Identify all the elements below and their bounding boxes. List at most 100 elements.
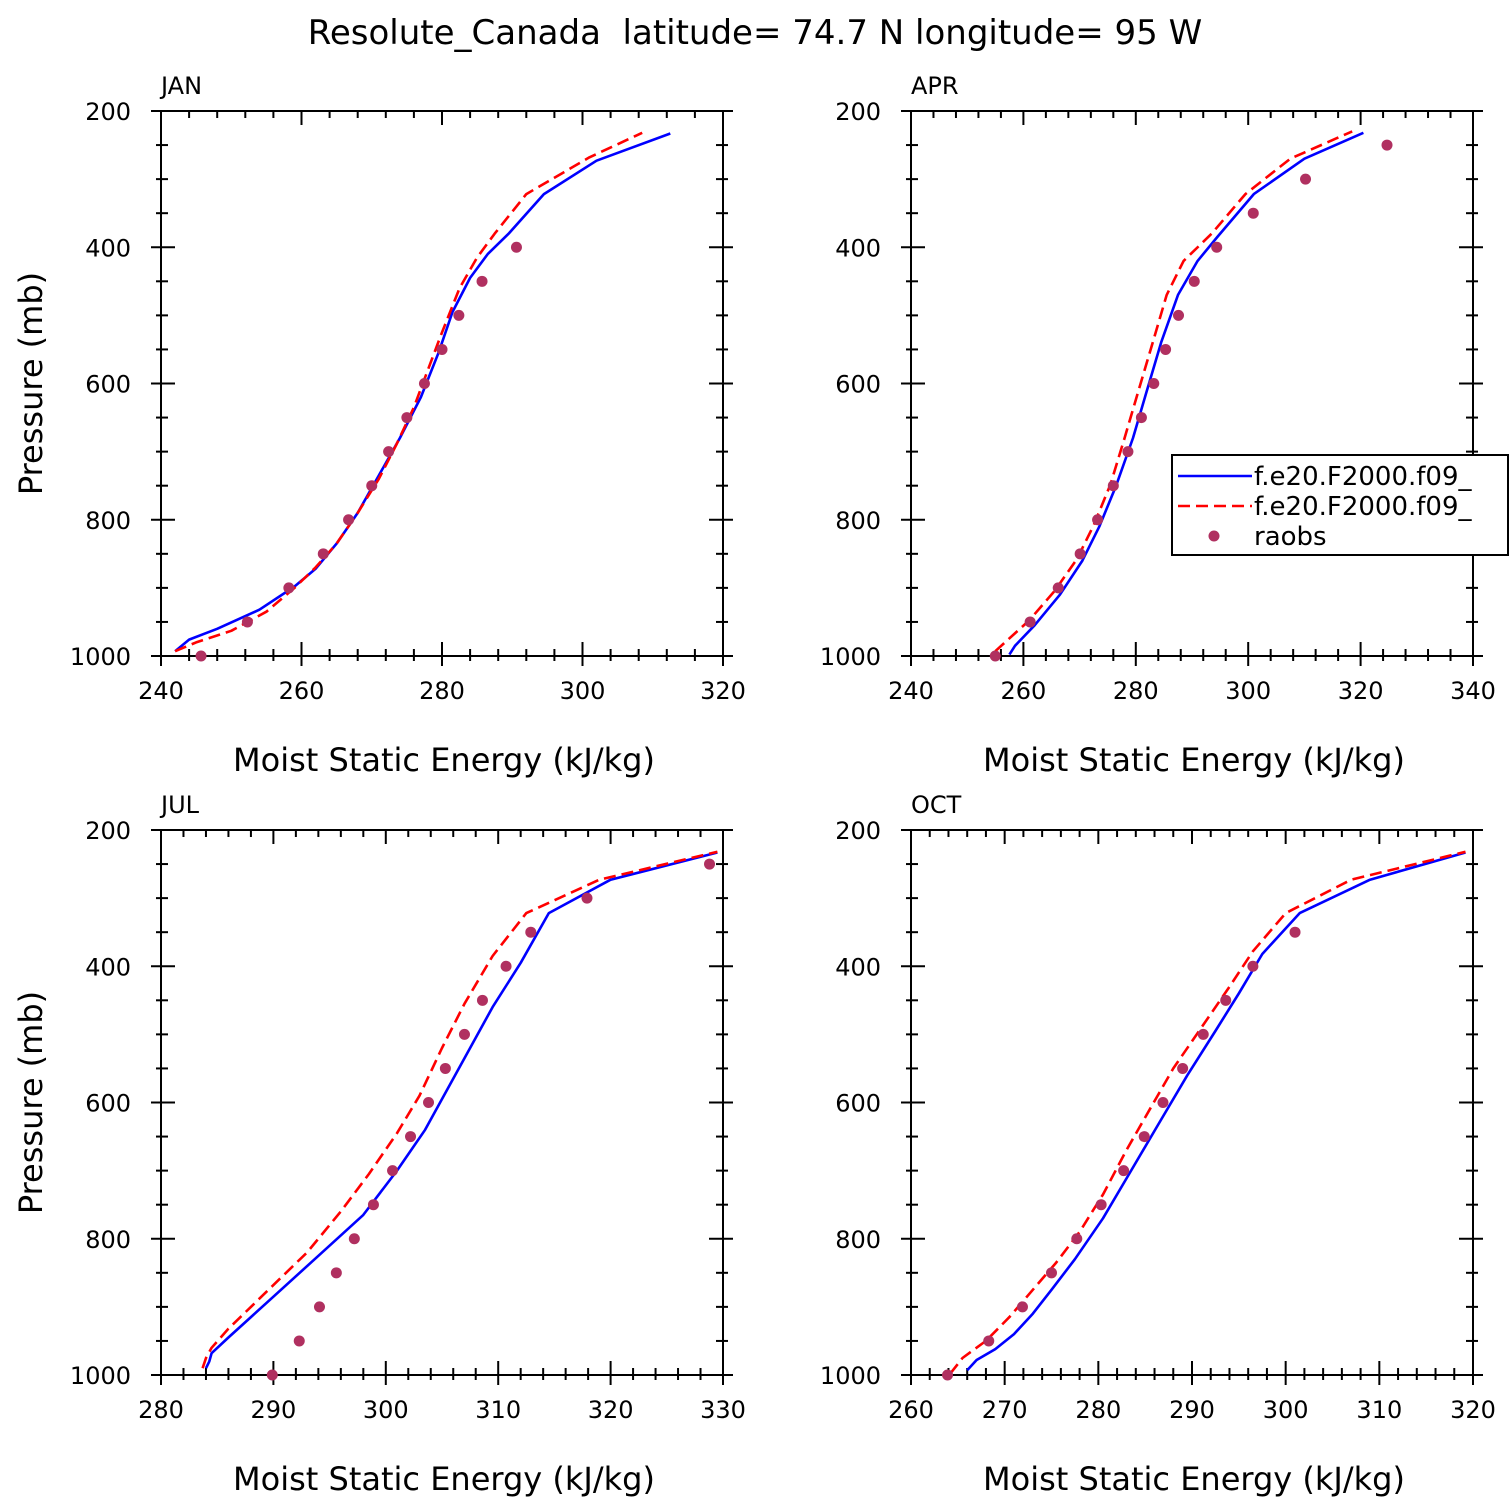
model-dashed-line (174, 131, 643, 653)
raobs-point (330, 1267, 342, 1279)
raobs-point (401, 412, 413, 424)
raobs-point (343, 514, 355, 526)
y-tick-label: 1000 (820, 643, 881, 671)
x-axis-title: Moist Static Energy (kJ/kg) (233, 741, 655, 779)
raobs-point (317, 548, 329, 560)
raobs-point (241, 616, 253, 628)
panel-title: OCT (911, 791, 962, 819)
x-tick-label: 280 (1075, 1396, 1121, 1424)
legend: f.e20.F2000.f09_f.e20.F2000.f09_raobs (1171, 454, 1509, 556)
raobs-point (1074, 548, 1086, 560)
y-tick-label: 1000 (70, 643, 131, 671)
x-tick-label: 320 (700, 677, 746, 705)
raobs-point (1211, 241, 1223, 253)
x-tick-label: 310 (1356, 1396, 1402, 1424)
raobs-point (1122, 446, 1134, 458)
y-tick-label: 800 (835, 1226, 881, 1254)
x-tick-label: 260 (888, 1396, 934, 1424)
raobs-point (1197, 1028, 1209, 1040)
panel-title: APR (911, 72, 959, 100)
y-tick-label: 200 (85, 817, 131, 845)
panel-jan: 240 260 280 300 320 200 400 600 800 1000 JAN Moist … (12, 72, 746, 779)
raobs-point (418, 378, 430, 389)
x-tick-label: 320 (588, 1396, 634, 1424)
x-tick-label: 240 (888, 677, 934, 705)
model-dashed-line (201, 850, 718, 1369)
y-tick-label: 600 (835, 1090, 881, 1118)
raobs-point (1095, 1199, 1107, 1211)
x-tick-label: 280 (419, 677, 465, 705)
x-tick-label: 240 (138, 677, 184, 705)
raobs-point (983, 1335, 995, 1347)
x-tick-label: 290 (250, 1396, 296, 1424)
y-tick-label: 600 (85, 371, 131, 399)
raobs-point (195, 650, 207, 662)
raobs-point (1052, 582, 1064, 594)
raobs-point (476, 994, 488, 1006)
raobs-point (383, 446, 395, 458)
raobs-point (1092, 514, 1104, 526)
raobs-point (1148, 378, 1160, 389)
x-axis-title: Moist Static Energy (kJ/kg) (983, 1460, 1405, 1498)
x-tick-label: 300 (560, 677, 606, 705)
x-tick-label: 300 (1263, 1396, 1309, 1424)
raobs-point (436, 343, 448, 355)
raobs-point (439, 1062, 451, 1074)
x-axis-title: Moist Static Energy (kJ/kg) (983, 741, 1405, 779)
raobs-point (1016, 1301, 1028, 1313)
plot-frame (910, 110, 1474, 657)
plot-frame (160, 829, 724, 1376)
x-tick-label: 330 (700, 1396, 746, 1424)
model-dashed-line (994, 130, 1353, 653)
y-axis-title: Pressure (mb) (12, 272, 50, 495)
raobs-point (1247, 207, 1259, 219)
x-tick-label: 300 (1225, 677, 1271, 705)
y-tick-label: 400 (85, 234, 131, 262)
raobs-point (510, 241, 522, 253)
model-solid-line (204, 851, 718, 1369)
x-axis-title: Moist Static Energy (kJ/kg) (233, 1460, 655, 1498)
y-tick-label: 800 (85, 507, 131, 535)
raobs-point (1247, 960, 1259, 972)
raobs-point (1381, 139, 1393, 151)
legend-marker (1208, 530, 1220, 542)
y-tick-label: 800 (835, 507, 881, 535)
raobs-point (1135, 412, 1147, 424)
raobs-point (283, 582, 295, 594)
y-tick-label: 600 (835, 371, 881, 399)
raobs-point (525, 926, 537, 938)
panel-title: JAN (159, 72, 202, 100)
raobs-point (1188, 275, 1200, 287)
raobs-point (942, 1369, 954, 1381)
raobs-point (1300, 173, 1312, 185)
raobs-point (266, 1369, 278, 1381)
raobs-point (704, 858, 716, 870)
raobs-point (453, 309, 465, 321)
raobs-point (1118, 1165, 1130, 1177)
raobs-point (581, 892, 593, 904)
y-axis-title: Pressure (mb) (12, 991, 50, 1214)
panel-title: JUL (159, 791, 200, 819)
panels: 240 260 280 300 320 200 400 600 800 1000 JAN Moist … (12, 72, 1509, 1498)
panel-oct: 260 270 280 290 300 310 320 200 400 600 800 1000 OCT… (820, 791, 1496, 1498)
raobs-point (1220, 994, 1232, 1006)
y-tick-label: 200 (835, 817, 881, 845)
x-tick-label: 260 (1000, 677, 1046, 705)
legend-box (1171, 454, 1509, 556)
y-tick-label: 200 (835, 98, 881, 126)
raobs-point (313, 1301, 325, 1313)
figure-title: Resolute_Canada latitude= 74.7 N longitu… (308, 13, 1202, 53)
raobs-point (458, 1028, 470, 1040)
raobs-point (989, 650, 1001, 662)
x-tick-label: 270 (982, 1396, 1028, 1424)
y-tick-label: 600 (85, 1090, 131, 1118)
x-tick-label: 310 (475, 1396, 521, 1424)
x-tick-label: 320 (1338, 677, 1384, 705)
y-tick-label: 1000 (70, 1362, 131, 1390)
raobs-point (423, 1097, 435, 1108)
raobs-point (1071, 1233, 1083, 1245)
raobs-point (500, 960, 512, 972)
model-solid-line (1008, 131, 1364, 656)
legend-label: f.e20.F2000.f09_ (1254, 462, 1472, 492)
y-tick-label: 400 (835, 953, 881, 981)
